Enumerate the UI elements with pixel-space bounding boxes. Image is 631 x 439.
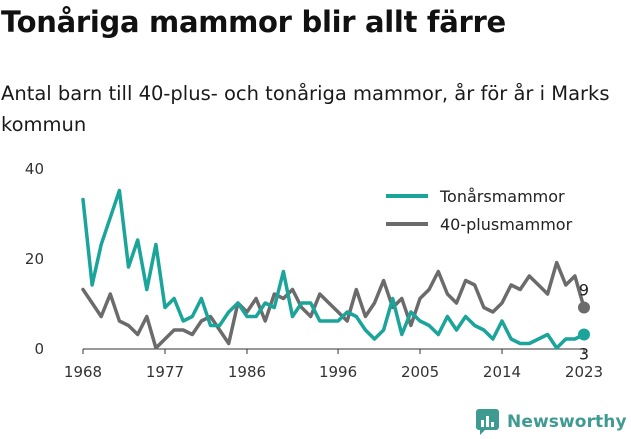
newsworthy-logo: Newsworthy (476, 408, 627, 436)
end-point-40-plusmammor (578, 301, 590, 314)
legend-label-tonårsmammor: Tonårsmammor (439, 187, 565, 206)
series-line-tonårsmammor (81, 188, 586, 350)
x-tick-label: 1996 (319, 363, 357, 381)
newsworthy-logo-icon (476, 409, 499, 435)
x-tick-label: 1977 (146, 363, 184, 381)
x-tick-label: 2014 (483, 363, 521, 381)
series-line-40-plusmammor (81, 260, 586, 350)
chart-subtitle: Antal barn till 40-plus- och tonåriga ma… (1, 82, 610, 136)
y-tick-label: 0 (34, 340, 44, 358)
end-point-tonårsmammor (578, 328, 590, 341)
chart-title: Tonåriga mammor blir allt färre (1, 5, 506, 39)
legend-label-40-plusmammor: 40-plusmammor (440, 215, 573, 234)
end-label-tonårsmammor: 3 (579, 345, 589, 364)
y-tick-label: 40 (25, 160, 44, 178)
end-label-40-plusmammor: 9 (579, 281, 589, 300)
x-tick-label: 1986 (228, 363, 266, 381)
newsworthy-logo-text: Newsworthy (507, 412, 627, 432)
x-tick-label: 1968 (64, 363, 102, 381)
x-tick-label: 2005 (401, 363, 439, 381)
x-tick-label: 2023 (565, 363, 603, 381)
y-tick-label: 20 (25, 250, 44, 268)
